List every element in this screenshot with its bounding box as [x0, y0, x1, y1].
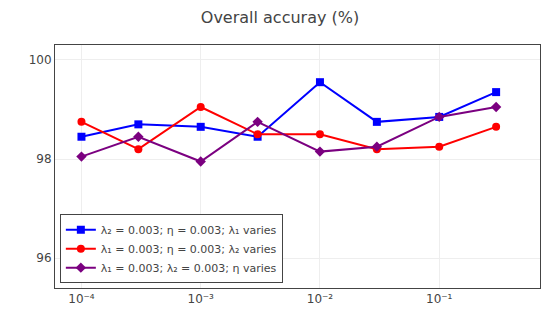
svg-text:λ₂ = 0.003; η = 0.003; λ₁ vari: λ₂ = 0.003; η = 0.003; λ₁ varies	[101, 224, 277, 237]
svg-text:Overall accuray (%): Overall accuray (%)	[201, 8, 359, 27]
svg-text:98: 98	[36, 152, 51, 166]
svg-text:10⁻²: 10⁻²	[307, 292, 334, 306]
svg-text:10⁻⁴: 10⁻⁴	[68, 292, 95, 306]
svg-text:96: 96	[36, 251, 51, 265]
svg-text:10⁻³: 10⁻³	[187, 292, 214, 306]
svg-text:10⁻¹: 10⁻¹	[426, 292, 453, 306]
svg-text:100: 100	[29, 53, 52, 67]
svg-text:λ₁ = 0.003; λ₂ = 0.003; η vari: λ₁ = 0.003; λ₂ = 0.003; η varies	[101, 262, 277, 275]
svg-text:λ₁ = 0.003; η = 0.003; λ₂ vari: λ₁ = 0.003; η = 0.003; λ₂ varies	[101, 243, 277, 256]
